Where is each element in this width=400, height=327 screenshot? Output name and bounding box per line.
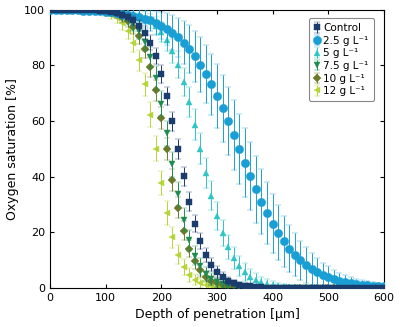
X-axis label: Depth of penetration [μm]: Depth of penetration [μm] (134, 308, 299, 321)
Y-axis label: Oxygen saturation [%]: Oxygen saturation [%] (6, 78, 18, 220)
Legend: Control, 2.5 g L⁻¹, 5 g L⁻¹, 7.5 g L⁻¹, 10 g L⁻¹, 12 g L⁻¹: Control, 2.5 g L⁻¹, 5 g L⁻¹, 7.5 g L⁻¹, … (309, 18, 374, 101)
